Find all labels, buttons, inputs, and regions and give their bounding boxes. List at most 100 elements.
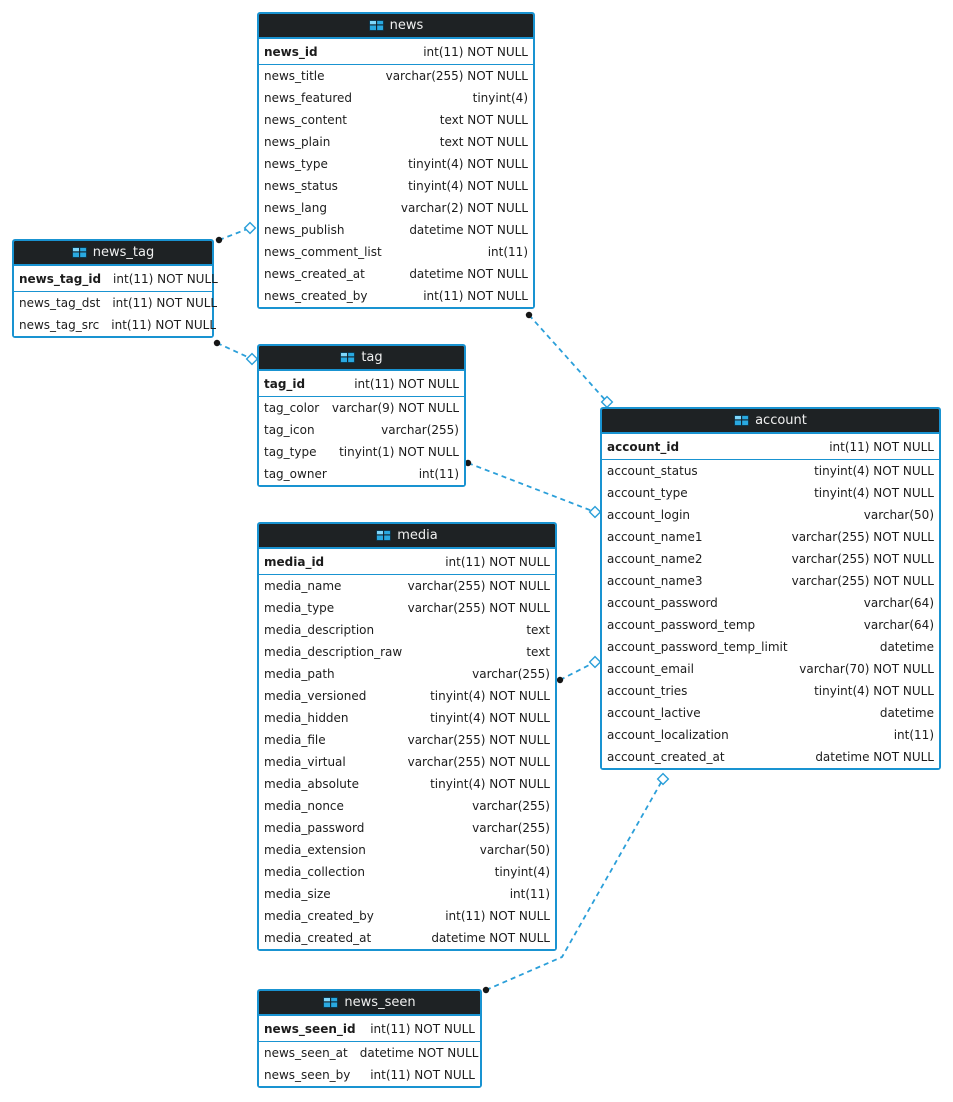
entity-news[interactable]: news news_id int(11) NOT NULL news_title var… [257, 12, 535, 309]
field-name: news_type [264, 157, 328, 171]
field-row-account_lactive[interactable]: account_lactive datetime [602, 702, 939, 724]
field-row-news_seen_at[interactable]: news_seen_at datetime NOT NULL [259, 1042, 480, 1064]
field-row-account_status[interactable]: account_status tinyint(4) NOT NULL [602, 460, 939, 482]
field-row-account_login[interactable]: account_login varchar(50) [602, 504, 939, 526]
field-type: text [526, 645, 550, 659]
field-row-news_created_by[interactable]: news_created_by int(11) NOT NULL [259, 285, 533, 307]
field-row-account_name3[interactable]: account_name3 varchar(255) NOT NULL [602, 570, 939, 592]
field-row-news_comment_list[interactable]: news_comment_list int(11) [259, 241, 533, 263]
relationship-news_tag-news[interactable] [218, 227, 251, 241]
field-row-account_email[interactable]: account_email varchar(70) NOT NULL [602, 658, 939, 680]
entity-media[interactable]: media media_id int(11) NOT NULL media_name v… [257, 522, 557, 951]
table-icon [323, 997, 339, 1008]
field-type: varchar(9) NOT NULL [331, 401, 459, 415]
entity-header[interactable]: media [259, 524, 555, 549]
field-row-tag_type[interactable]: tag_type tinyint(1) NOT NULL [259, 441, 464, 463]
entity-header[interactable]: news_seen [259, 991, 480, 1016]
primary-key-row[interactable]: account_id int(11) NOT NULL [602, 434, 939, 460]
primary-key-row[interactable]: news_tag_id int(11) NOT NULL [14, 266, 218, 292]
field-name: account_login [607, 508, 691, 522]
field-row-media_virtual[interactable]: media_virtual varchar(255) NOT NULL [259, 751, 555, 773]
field-row-account_created_at[interactable]: account_created_at datetime NOT NULL [602, 746, 939, 768]
field-row-media_password[interactable]: media_password varchar(255) [259, 817, 555, 839]
entity-title: news [389, 18, 424, 33]
entity-news_tag[interactable]: news_tag news_tag_id int(11) NOT NULL news_… [12, 239, 218, 338]
field-type: varchar(255) NOT NULL [791, 530, 934, 544]
field-row-news_title[interactable]: news_title varchar(255) NOT NULL [259, 65, 533, 87]
field-type: int(11) [509, 887, 550, 901]
field-row-media_size[interactable]: media_size int(11) [259, 883, 555, 905]
relationship-news_seen-account[interactable] [485, 778, 664, 991]
field-row-news_featured[interactable]: news_featured tinyint(4) [259, 87, 533, 109]
field-row-media_created_by[interactable]: media_created_by int(11) NOT NULL [259, 905, 555, 927]
relationship-news-account[interactable] [528, 314, 608, 403]
entity-header[interactable]: news_tag [14, 241, 212, 266]
field-row-tag_icon[interactable]: tag_icon varchar(255) [259, 419, 464, 441]
primary-key-row[interactable]: news_id int(11) NOT NULL [259, 39, 533, 65]
field-row-account_name1[interactable]: account_name1 varchar(255) NOT NULL [602, 526, 939, 548]
field-row-news_content[interactable]: news_content text NOT NULL [259, 109, 533, 131]
entity-header[interactable]: tag [259, 346, 464, 371]
field-row-media_absolute[interactable]: media_absolute tinyint(4) NOT NULL [259, 773, 555, 795]
primary-key-type: int(11) NOT NULL [423, 44, 528, 59]
field-row-media_type[interactable]: media_type varchar(255) NOT NULL [259, 597, 555, 619]
field-name: news_content [264, 113, 347, 127]
field-row-media_collection[interactable]: media_collection tinyint(4) [259, 861, 555, 883]
field-type: varchar(2) NOT NULL [400, 201, 528, 215]
entity-header[interactable]: news [259, 14, 533, 39]
field-row-media_versioned[interactable]: media_versioned tinyint(4) NOT NULL [259, 685, 555, 707]
field-name: news_created_by [264, 289, 368, 303]
field-row-account_type[interactable]: account_type tinyint(4) NOT NULL [602, 482, 939, 504]
entity-news_seen[interactable]: news_seen news_seen_id int(11) NOT NULL new… [257, 989, 482, 1088]
field-row-media_file[interactable]: media_file varchar(255) NOT NULL [259, 729, 555, 751]
field-row-news_lang[interactable]: news_lang varchar(2) NOT NULL [259, 197, 533, 219]
field-row-news_created_at[interactable]: news_created_at datetime NOT NULL [259, 263, 533, 285]
field-row-media_created_at[interactable]: media_created_at datetime NOT NULL [259, 927, 555, 949]
field-row-account_password[interactable]: account_password varchar(64) [602, 592, 939, 614]
field-name: account_password_temp [607, 618, 756, 632]
field-name: account_name3 [607, 574, 703, 588]
field-name: news_title [264, 69, 325, 83]
entity-tag[interactable]: tag tag_id int(11) NOT NULL tag_color varcha… [257, 344, 466, 487]
field-name: account_type [607, 486, 688, 500]
relationship-source-dot [213, 339, 221, 347]
field-row-tag_owner[interactable]: tag_owner int(11) [259, 463, 464, 485]
field-type: tinyint(4) NOT NULL [814, 464, 934, 478]
field-row-media_hidden[interactable]: media_hidden tinyint(4) NOT NULL [259, 707, 555, 729]
relationship-media-account[interactable] [559, 661, 596, 681]
field-type: text NOT NULL [439, 135, 528, 149]
entity-account[interactable]: account account_id int(11) NOT NULL account… [600, 407, 941, 770]
field-row-media_description[interactable]: media_description text [259, 619, 555, 641]
field-row-media_path[interactable]: media_path varchar(255) [259, 663, 555, 685]
field-row-account_password_temp[interactable]: account_password_temp varchar(64) [602, 614, 939, 636]
field-row-news_seen_by[interactable]: news_seen_by int(11) NOT NULL [259, 1064, 480, 1086]
primary-key-row[interactable]: news_seen_id int(11) NOT NULL [259, 1016, 480, 1042]
relationship-news_tag-tag[interactable] [216, 342, 253, 360]
field-row-media_name[interactable]: media_name varchar(255) NOT NULL [259, 575, 555, 597]
relationship-tag-account[interactable] [467, 462, 596, 513]
field-row-account_localization[interactable]: account_localization int(11) [602, 724, 939, 746]
entity-header[interactable]: account [602, 409, 939, 434]
field-row-account_tries[interactable]: account_tries tinyint(4) NOT NULL [602, 680, 939, 702]
field-row-media_extension[interactable]: media_extension varchar(50) [259, 839, 555, 861]
primary-key-name: news_tag_id [19, 271, 102, 286]
field-row-news_plain[interactable]: news_plain text NOT NULL [259, 131, 533, 153]
field-row-news_tag_src[interactable]: news_tag_src int(11) NOT NULL [14, 314, 216, 336]
field-row-account_password_temp_limit[interactable]: account_password_temp_limit datetime [602, 636, 939, 658]
relationship-source-dot [215, 236, 223, 244]
field-row-media_nonce[interactable]: media_nonce varchar(255) [259, 795, 555, 817]
field-row-news_type[interactable]: news_type tinyint(4) NOT NULL [259, 153, 533, 175]
primary-key-row[interactable]: tag_id int(11) NOT NULL [259, 371, 464, 397]
field-row-news_tag_dst[interactable]: news_tag_dst int(11) NOT NULL [14, 292, 217, 314]
field-type: tinyint(4) NOT NULL [408, 179, 528, 193]
field-row-news_publish[interactable]: news_publish datetime NOT NULL [259, 219, 533, 241]
primary-key-row[interactable]: media_id int(11) NOT NULL [259, 549, 555, 575]
field-name: tag_type [264, 445, 317, 459]
field-type: varchar(255) NOT NULL [791, 552, 934, 566]
field-row-tag_color[interactable]: tag_color varchar(9) NOT NULL [259, 397, 464, 419]
field-row-media_description_raw[interactable]: media_description_raw text [259, 641, 555, 663]
field-row-account_name2[interactable]: account_name2 varchar(255) NOT NULL [602, 548, 939, 570]
field-row-news_status[interactable]: news_status tinyint(4) NOT NULL [259, 175, 533, 197]
field-name: media_description [264, 623, 375, 637]
